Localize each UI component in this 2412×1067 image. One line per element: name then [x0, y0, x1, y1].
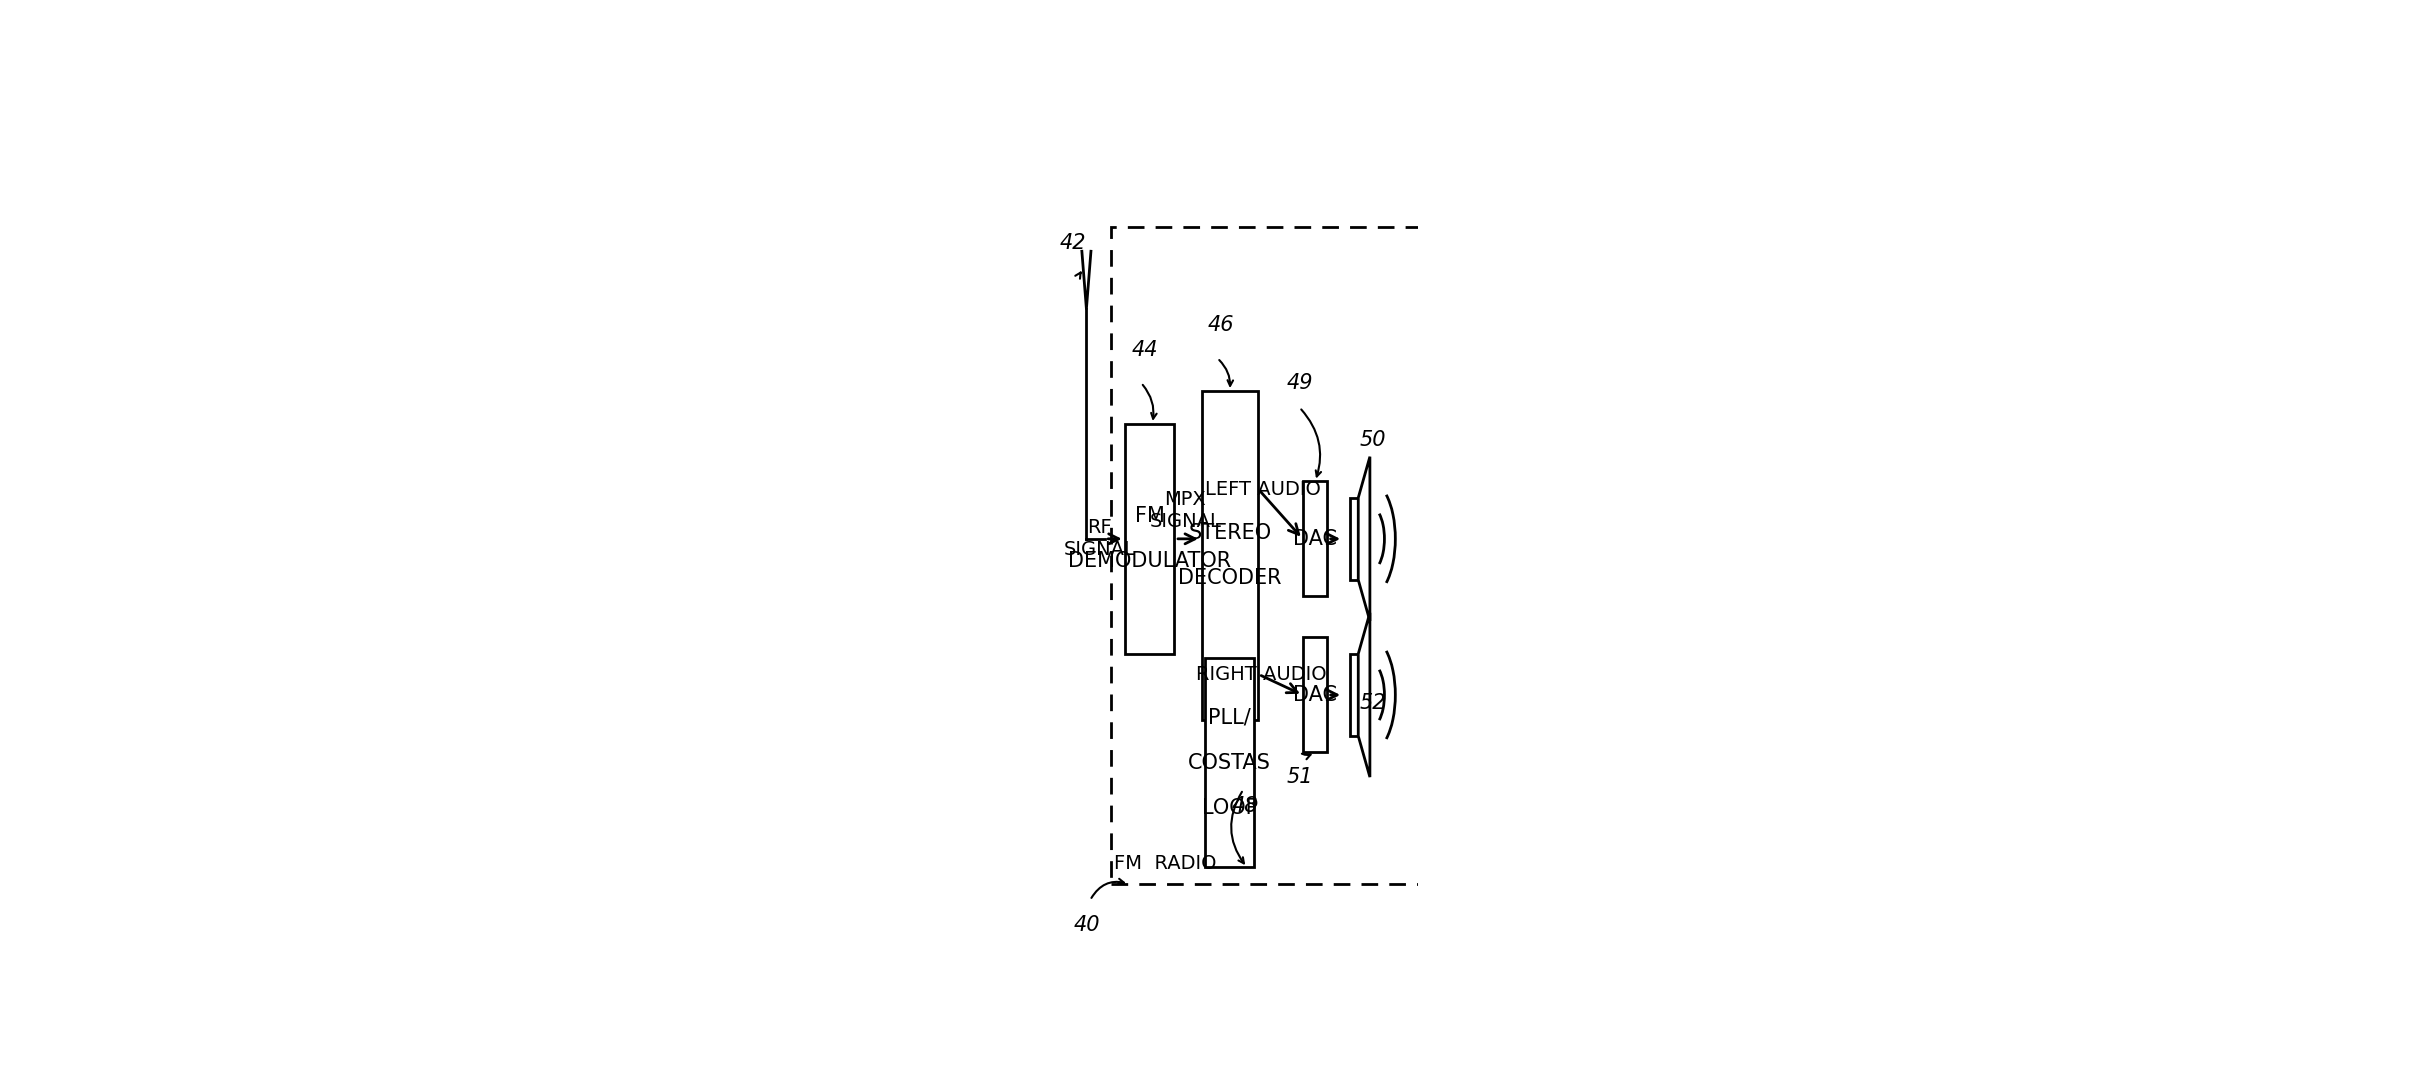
- FancyBboxPatch shape: [1201, 391, 1259, 719]
- Text: FM: FM: [1136, 506, 1165, 526]
- FancyBboxPatch shape: [1126, 424, 1175, 654]
- Text: 49: 49: [1286, 372, 1312, 393]
- FancyBboxPatch shape: [1302, 637, 1327, 752]
- FancyBboxPatch shape: [1302, 481, 1327, 596]
- Text: 48: 48: [1233, 796, 1259, 816]
- Polygon shape: [1358, 457, 1370, 621]
- Text: MPX
SIGNAL: MPX SIGNAL: [1151, 490, 1220, 530]
- Text: 51: 51: [1286, 767, 1312, 787]
- Text: DEMODULATOR: DEMODULATOR: [1069, 552, 1233, 572]
- Text: DAC: DAC: [1293, 529, 1336, 548]
- Text: PLL/: PLL/: [1208, 707, 1252, 728]
- Text: LEFT AUDIO: LEFT AUDIO: [1206, 480, 1322, 499]
- Text: DAC: DAC: [1293, 685, 1336, 705]
- FancyBboxPatch shape: [1351, 497, 1358, 580]
- Text: STEREO: STEREO: [1189, 523, 1271, 543]
- Text: 52: 52: [1360, 694, 1384, 713]
- Text: FM  RADIO: FM RADIO: [1114, 854, 1218, 873]
- Text: 42: 42: [1061, 233, 1085, 253]
- Text: LOOP: LOOP: [1201, 798, 1257, 818]
- Text: 44: 44: [1131, 340, 1158, 360]
- Text: 46: 46: [1208, 315, 1235, 335]
- Text: RF
SIGNAL: RF SIGNAL: [1064, 519, 1136, 559]
- FancyBboxPatch shape: [1206, 658, 1254, 867]
- Text: 50: 50: [1360, 430, 1384, 450]
- Text: 40: 40: [1073, 915, 1100, 935]
- Text: DECODER: DECODER: [1177, 568, 1281, 588]
- Text: RIGHT AUDIO: RIGHT AUDIO: [1196, 665, 1327, 684]
- Text: COSTAS: COSTAS: [1189, 752, 1271, 773]
- FancyBboxPatch shape: [1351, 654, 1358, 736]
- Polygon shape: [1358, 612, 1370, 777]
